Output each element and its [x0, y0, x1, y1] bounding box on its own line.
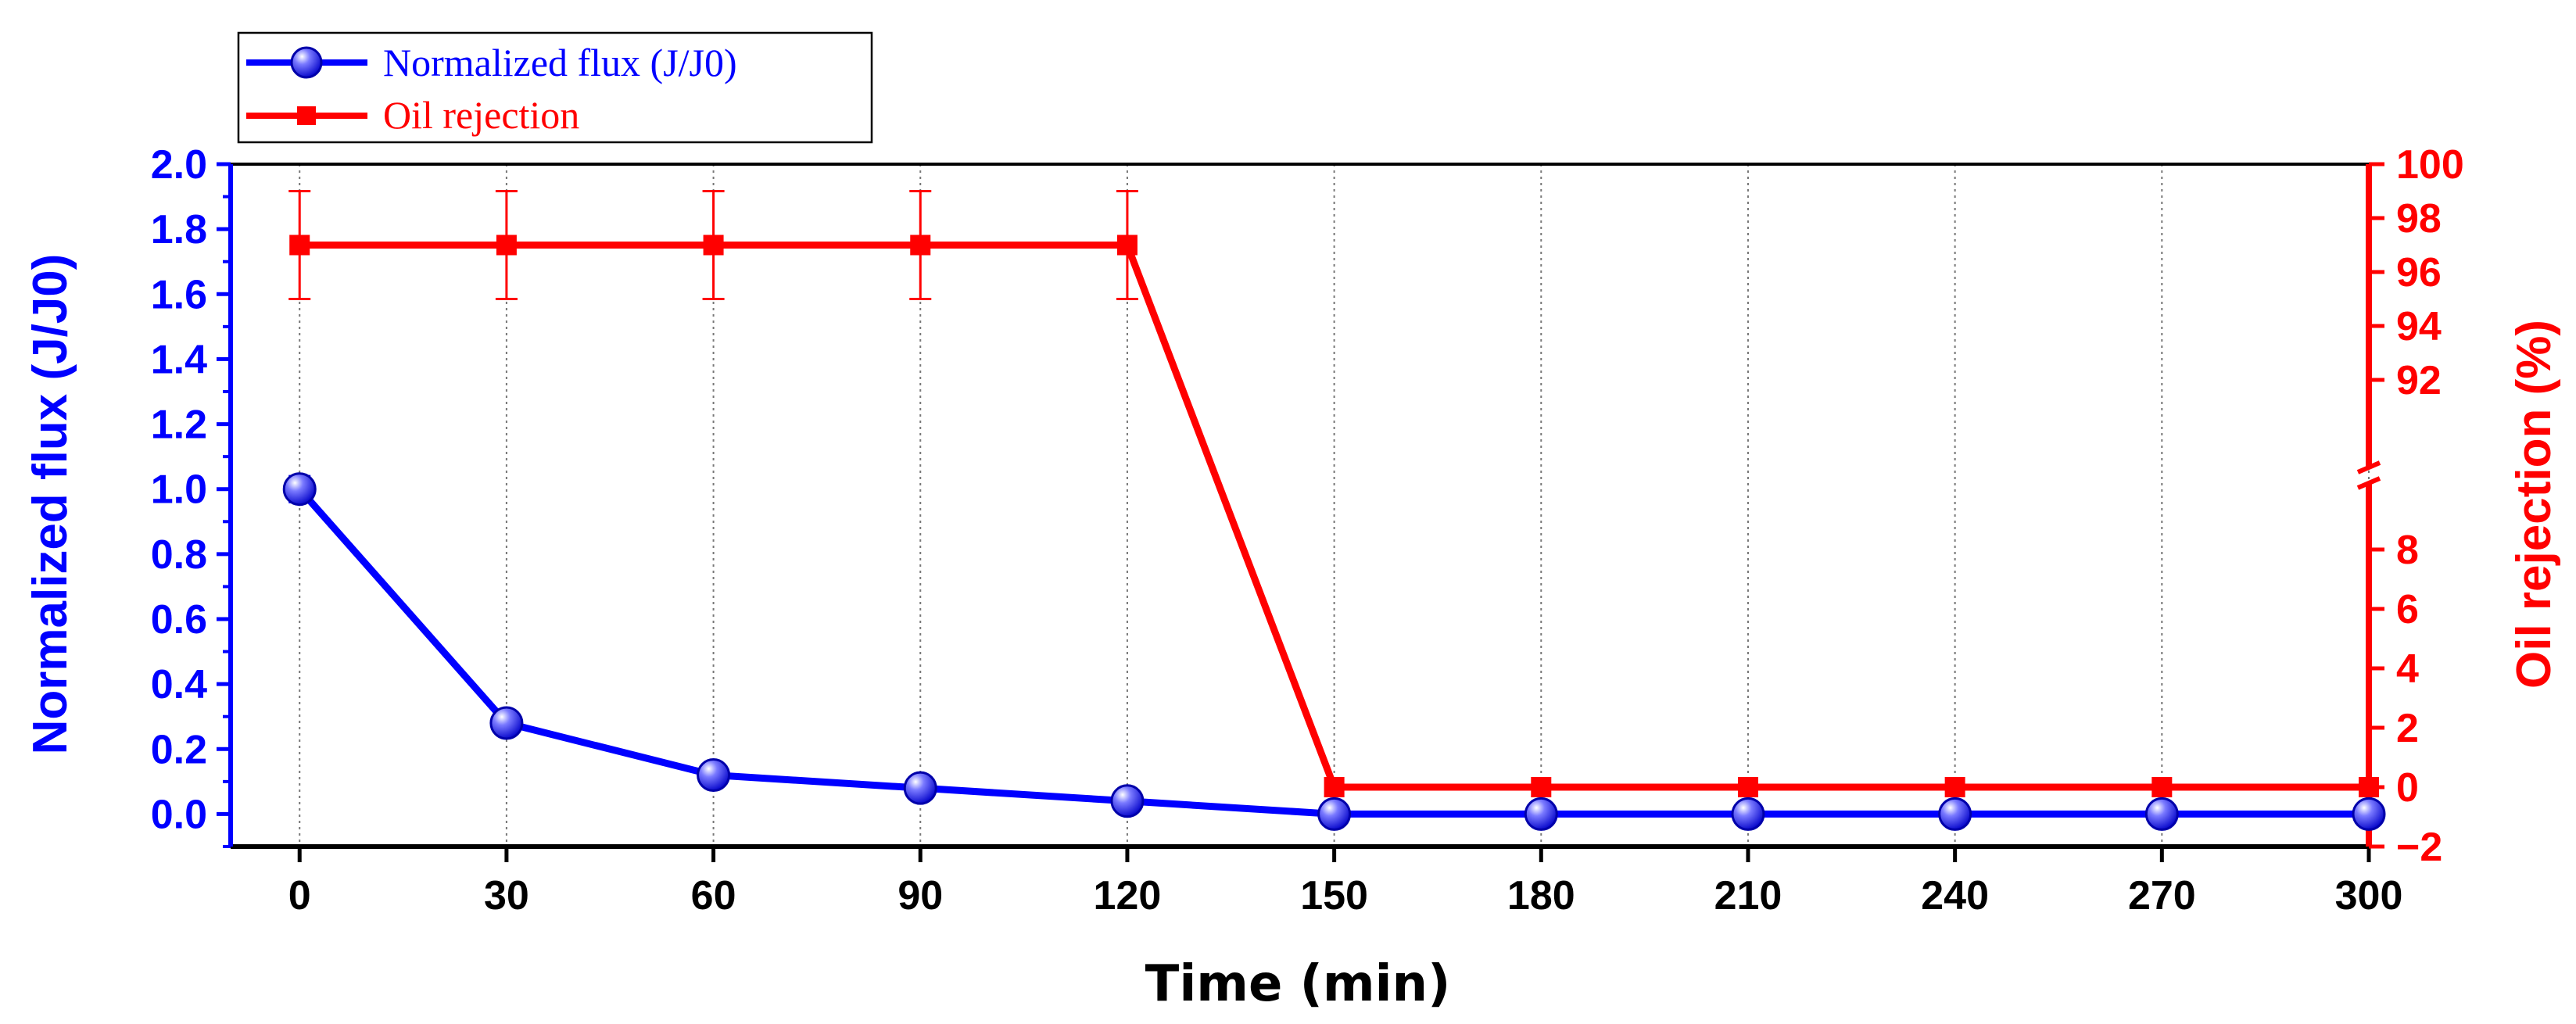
rejection-point [289, 235, 310, 256]
x-tick-label: 180 [1507, 873, 1575, 918]
right-tick-label: 96 [2396, 250, 2442, 295]
right-tick-label: 4 [2396, 646, 2419, 692]
legend-box [237, 31, 873, 144]
right-tick-label: 94 [2396, 304, 2442, 349]
legend-rejection-marker [297, 106, 316, 125]
flux-point [1938, 797, 1972, 831]
left-tick-label: 0.2 [151, 727, 207, 772]
flux-point [903, 771, 937, 805]
flux-point [697, 758, 731, 793]
left-tick-label: 2.0 [151, 142, 207, 188]
legend: Normalized flux (J/J0) Oil rejection [237, 31, 873, 144]
rejection-point [1531, 777, 1552, 797]
right-tick-label: 8 [2396, 528, 2419, 573]
flux-point [1524, 797, 1558, 831]
legend-flux-label: Normalized flux (J/J0) [383, 41, 737, 84]
left-tick-label: 1.4 [151, 337, 207, 382]
left-tick-label: 1.6 [151, 272, 207, 317]
left-tick-label: 1.0 [151, 467, 207, 513]
x-tick-label: 270 [2128, 873, 2196, 918]
x-tick-label: 150 [1300, 873, 1368, 918]
right-tick-label: 92 [2396, 358, 2442, 403]
flux-point [1731, 797, 1765, 831]
flux-point [1110, 784, 1145, 818]
rejection-point [1944, 777, 1965, 797]
x-tick-label: 120 [1094, 873, 1162, 918]
rejection-point [910, 235, 931, 256]
right-tick-label: 100 [2396, 142, 2464, 188]
rejection-point [2151, 777, 2173, 797]
rejection-point [703, 235, 724, 256]
legend-rejection-label: Oil rejection [383, 93, 579, 137]
right-tick-label: 98 [2396, 196, 2442, 242]
x-tick-label: 60 [691, 873, 736, 918]
x-tick-label: 0 [288, 873, 311, 918]
left-tick-label: 1.2 [151, 403, 207, 448]
rejection-point [1116, 235, 1138, 256]
x-tick-label: 240 [1921, 873, 1989, 918]
left-tick-label: 0.0 [151, 792, 207, 837]
flux-point [1317, 797, 1352, 831]
axis-break-mark [2356, 476, 2381, 490]
right-tick-label: −2 [2396, 825, 2442, 870]
axes: 0 30 60 90 120 150 180 210 240 270 3000.00.20.40.6… [151, 142, 2464, 918]
flux-point [2352, 797, 2386, 831]
x-tick-label: 300 [2335, 873, 2403, 918]
x-tick-label: 210 [1714, 873, 1782, 918]
grid-lines [299, 164, 2370, 847]
flux-point [2144, 797, 2179, 831]
right-tick-label: 0 [2396, 765, 2419, 811]
legend-flux-marker [290, 46, 323, 79]
left-tick-label: 0.4 [151, 662, 207, 707]
flux-point [489, 706, 524, 740]
rejection-point [1737, 777, 1758, 797]
right-axis-label: Oil rejection (%) [2507, 320, 2561, 689]
rejection-point [1324, 777, 1345, 797]
left-tick-label: 1.8 [151, 207, 207, 252]
left-tick-label: 0.6 [151, 597, 207, 643]
left-tick-label: 0.8 [151, 532, 207, 578]
rejection-point [2359, 777, 2379, 797]
data-series [282, 190, 2386, 831]
flux-point [282, 472, 317, 507]
right-tick-label: 2 [2396, 706, 2419, 751]
x-axis-label: Time (min) [1145, 955, 1451, 1013]
axis-break-mark [2356, 460, 2381, 474]
x-tick-label: 90 [897, 873, 943, 918]
right-tick-label: 6 [2396, 587, 2419, 632]
rejection-point [496, 235, 517, 256]
x-tick-label: 30 [484, 873, 529, 918]
left-axis-label: Normalized flux (J/J0) [23, 254, 77, 755]
